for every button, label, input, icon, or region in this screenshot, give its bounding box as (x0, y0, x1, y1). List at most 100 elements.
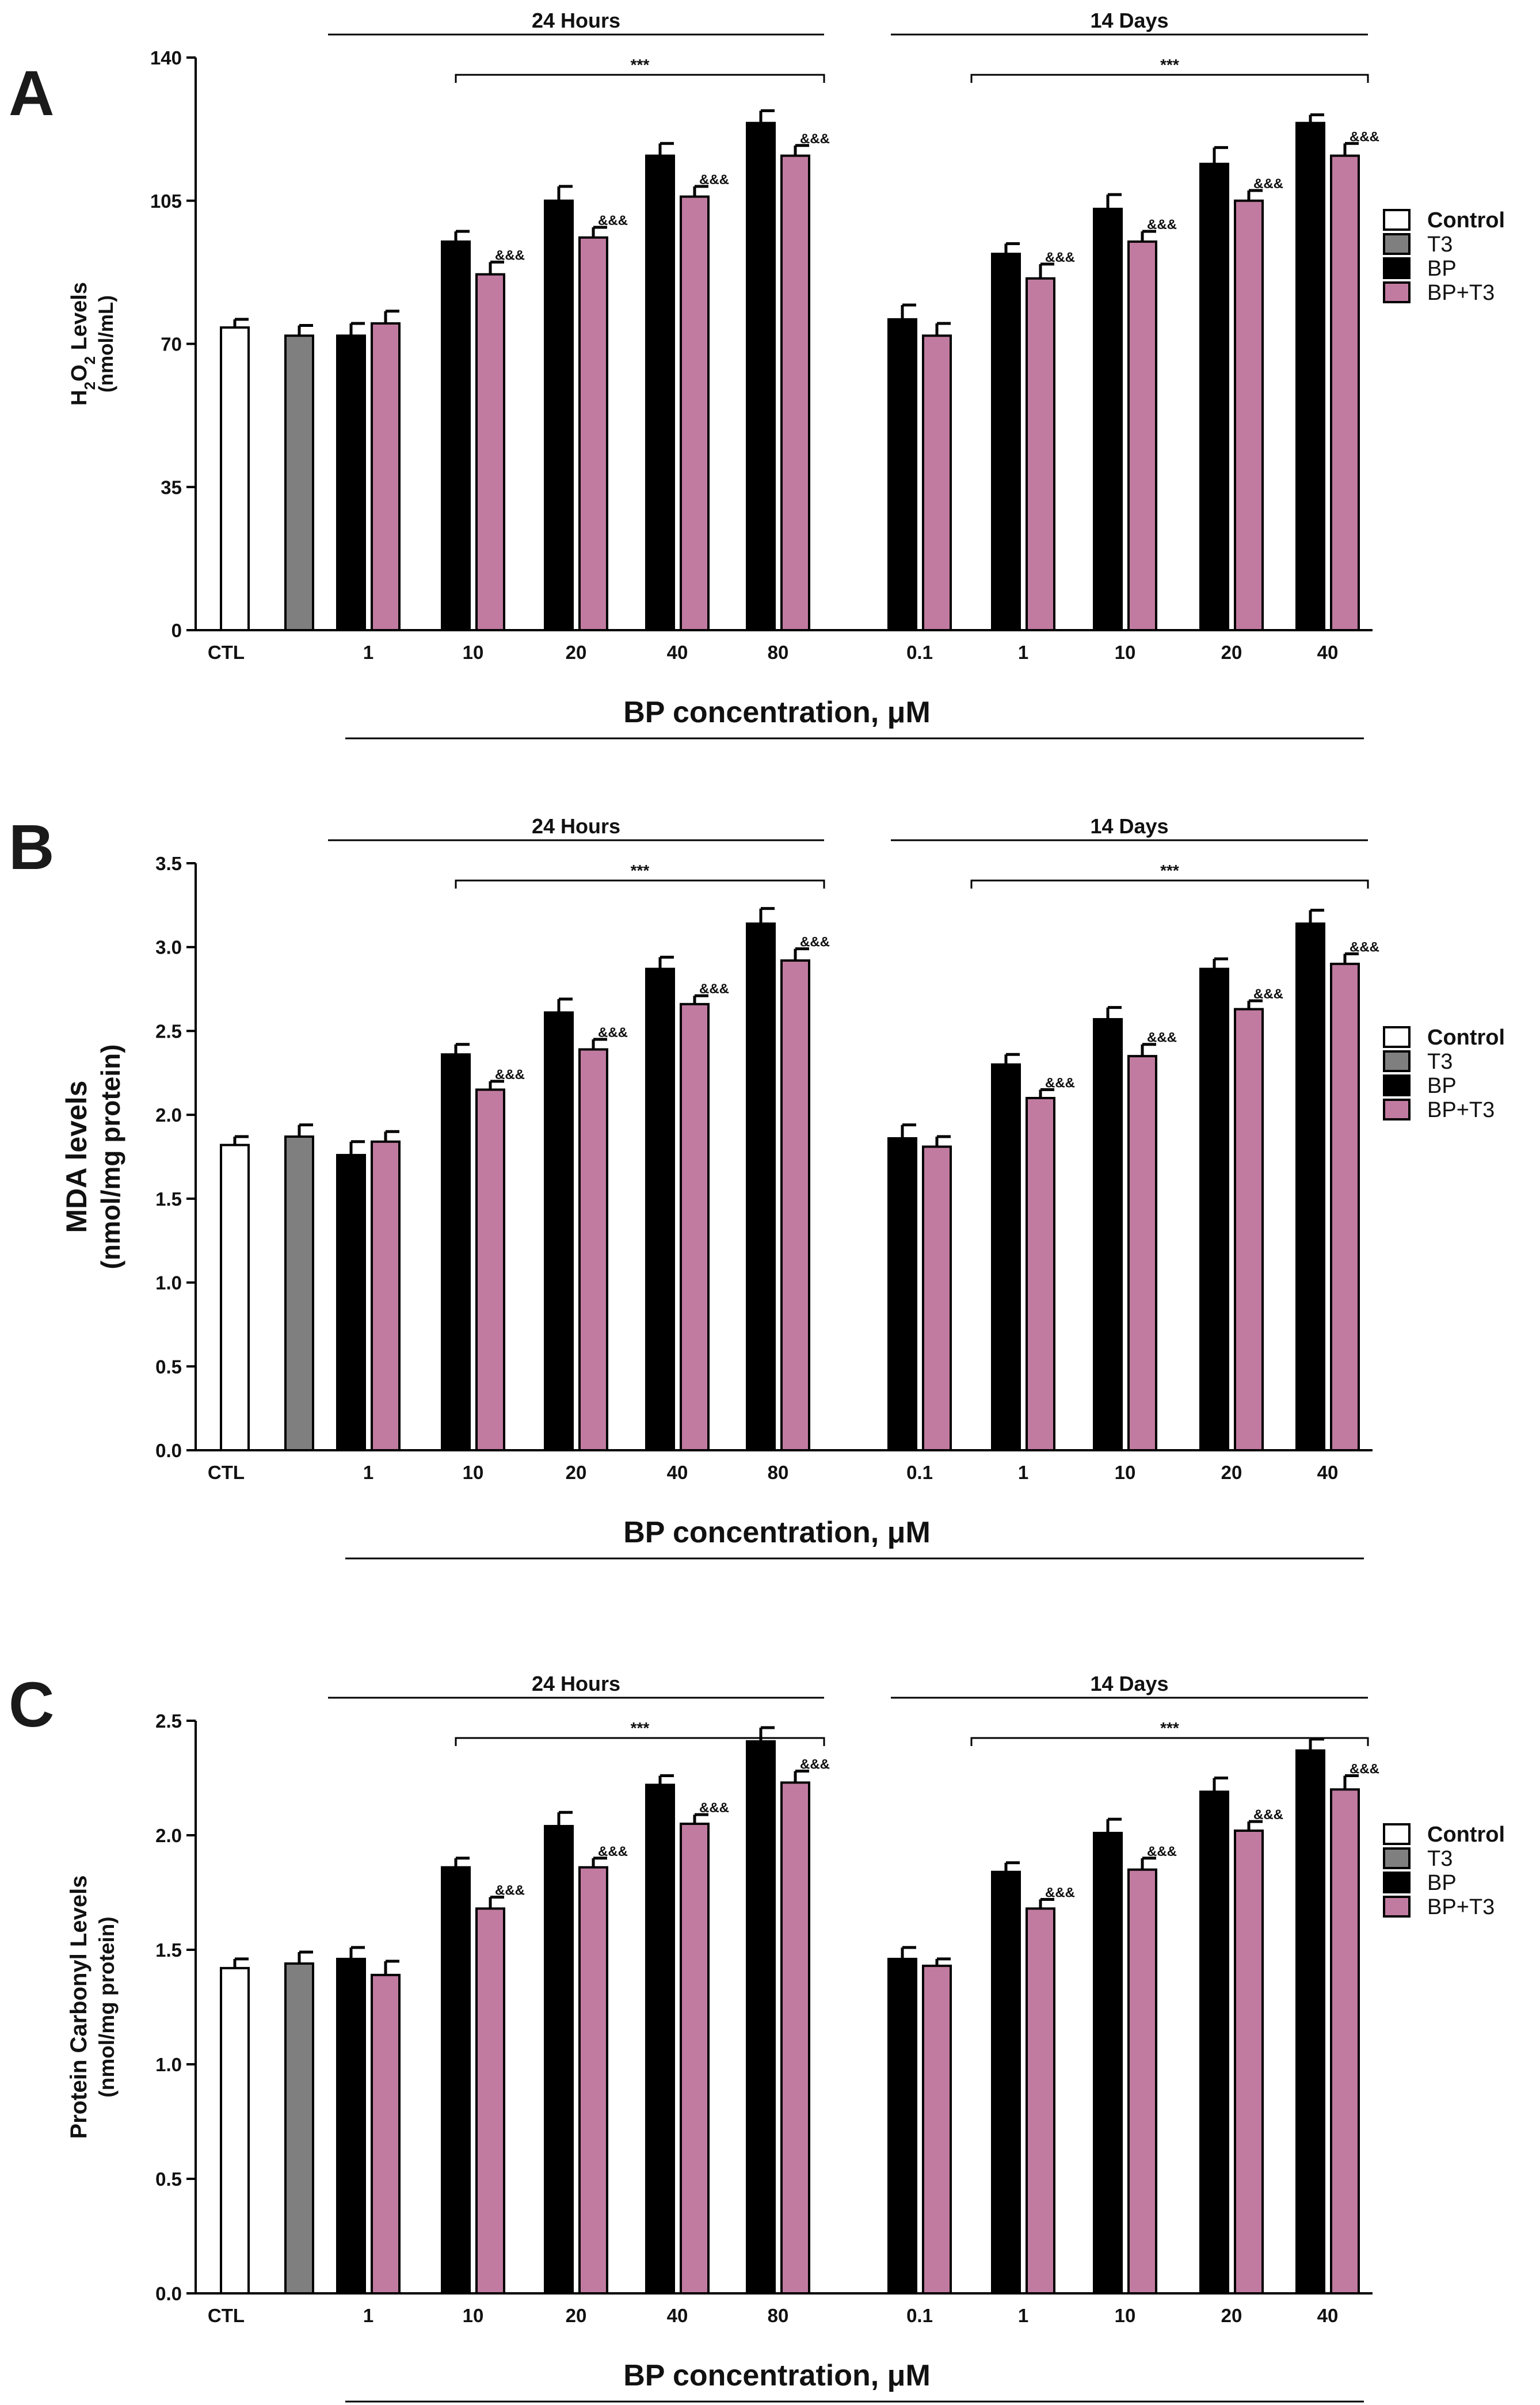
bar-bp (991, 253, 1021, 631)
y-tick-label: 0.5 (155, 2168, 182, 2190)
x-tick-label: 10 (463, 2305, 484, 2326)
x-axis-title: BP concentration, μM (623, 2359, 931, 2392)
bar-t3 (284, 1962, 314, 2295)
y-tick-label: 1.5 (155, 1939, 182, 1961)
legend-swatch (1383, 257, 1411, 279)
bar-bp (887, 1137, 917, 1451)
x-tick-label: 1 (1018, 2305, 1028, 2326)
bar-bp-t3 (780, 1781, 810, 2295)
y-tick-label: 2.0 (155, 1104, 182, 1126)
significance-amp: &&& (699, 981, 729, 997)
x-tick-label: 20 (1221, 2305, 1242, 2326)
bar-bp-t3 (1026, 277, 1055, 631)
bar-bp-t3 (371, 1140, 401, 1452)
bar-bp (544, 1825, 574, 2295)
y-tick-label: 1.0 (155, 2054, 182, 2075)
y-tick-label: 1.0 (155, 1272, 182, 1294)
group-header-label: 24 Hours (532, 1672, 620, 1695)
x-tick-label: 10 (1115, 2305, 1136, 2326)
bar-bp (645, 967, 675, 1451)
bar-bp-t3 (475, 273, 505, 631)
significance-amp: &&& (1045, 250, 1075, 265)
bar-bp (336, 1154, 366, 1451)
significance-amp: &&& (495, 247, 525, 263)
legend-label: Control (1427, 208, 1505, 233)
bar-bp (991, 1063, 1021, 1451)
bar-bp-t3 (1330, 154, 1360, 632)
significance-stars: *** (631, 56, 650, 74)
legend-swatch (1383, 209, 1411, 231)
significance-stars: *** (631, 862, 650, 879)
y-tick-label: 3.0 (155, 937, 182, 958)
bar-bp-t3 (680, 195, 710, 631)
significance-amp: &&& (800, 935, 830, 950)
bar-bp (544, 1011, 574, 1452)
x-tick-label: CTL (208, 642, 245, 663)
x-tick-label: 40 (667, 1462, 688, 1483)
bar-bp (1295, 121, 1325, 631)
x-tick-label: CTL (208, 2305, 245, 2326)
y-tick-label: 0.0 (155, 1440, 182, 1461)
legend-label: Control (1427, 1026, 1505, 1050)
significance-amp: &&& (495, 1882, 525, 1898)
significance-bracket (455, 879, 825, 889)
legend-swatch (1383, 1026, 1411, 1048)
significance-amp: &&& (1147, 217, 1177, 233)
x-tick-label: 80 (768, 642, 789, 663)
significance-stars: *** (631, 1719, 650, 1737)
bar-bp (1199, 162, 1229, 631)
y-tick-label: 70 (161, 334, 182, 355)
legend-swatch (1383, 1099, 1411, 1120)
y-axis-label-main: Protein Carbonyl Levels (66, 1876, 92, 2139)
x-tick-label: 80 (768, 1462, 789, 1483)
bar-bp-t3 (1234, 1008, 1264, 1451)
x-tick-label: 1 (1018, 1462, 1028, 1483)
y-axis-label-main: H2O2 Levels (67, 282, 98, 406)
x-tick-label: 1 (363, 1462, 373, 1483)
x-axis-title: BP concentration, μM (623, 1516, 931, 1549)
panel-letter: C (9, 1670, 54, 1740)
bar-bp (1199, 967, 1229, 1451)
x-tick-label: 20 (566, 1462, 587, 1483)
legend-label: BP (1427, 1871, 1457, 1895)
significance-amp: &&& (1350, 129, 1379, 144)
significance-bracket (970, 74, 1369, 83)
x-tick-label: 10 (1115, 1462, 1136, 1483)
significance-amp: &&& (1253, 986, 1283, 1002)
y-tick-label: 140 (150, 47, 182, 68)
x-tick-label: 40 (667, 2305, 688, 2326)
legend-label: T3 (1427, 233, 1453, 257)
panel-letter: B (9, 812, 54, 883)
significance-amp: &&& (1350, 1762, 1379, 1777)
x-tick-label: 1 (1018, 642, 1028, 663)
legend-swatch (1383, 233, 1411, 255)
legend-label: T3 (1427, 1847, 1453, 1871)
y-axis-title: MDA levels (nmol/mg protein) (60, 1045, 125, 1270)
legend-swatch (1383, 1847, 1411, 1869)
bar-bp-t3 (371, 322, 401, 631)
bar-bp-t3 (578, 1048, 608, 1451)
x-tick-label: 10 (463, 1462, 484, 1483)
significance-stars: *** (1160, 1719, 1179, 1737)
legend-label: BP+T3 (1427, 1098, 1495, 1122)
legend-swatch (1383, 1872, 1411, 1893)
x-tick-label: CTL (208, 1462, 245, 1483)
bar-bp (887, 318, 917, 631)
y-axis-title: Protein Carbonyl Levels (nmol/mg protein) (66, 1876, 119, 2139)
significance-amp: &&& (598, 213, 628, 228)
significance-amp: &&& (495, 1067, 525, 1083)
y-tick-label: 0.0 (155, 2283, 182, 2304)
x-tick-label: 0.1 (906, 1462, 933, 1483)
bar-bp-t3 (371, 1973, 401, 2295)
bar-bp-t3 (922, 1964, 952, 2295)
x-tick-label: 20 (1221, 642, 1242, 663)
legend-label: BP+T3 (1427, 281, 1495, 305)
significance-stars: *** (1160, 56, 1179, 74)
bar-bp (336, 1957, 366, 2295)
bar-control (220, 1966, 250, 2295)
legend-swatch (1383, 1074, 1411, 1096)
bar-bp (1093, 207, 1123, 631)
panel-letter: A (9, 58, 54, 129)
